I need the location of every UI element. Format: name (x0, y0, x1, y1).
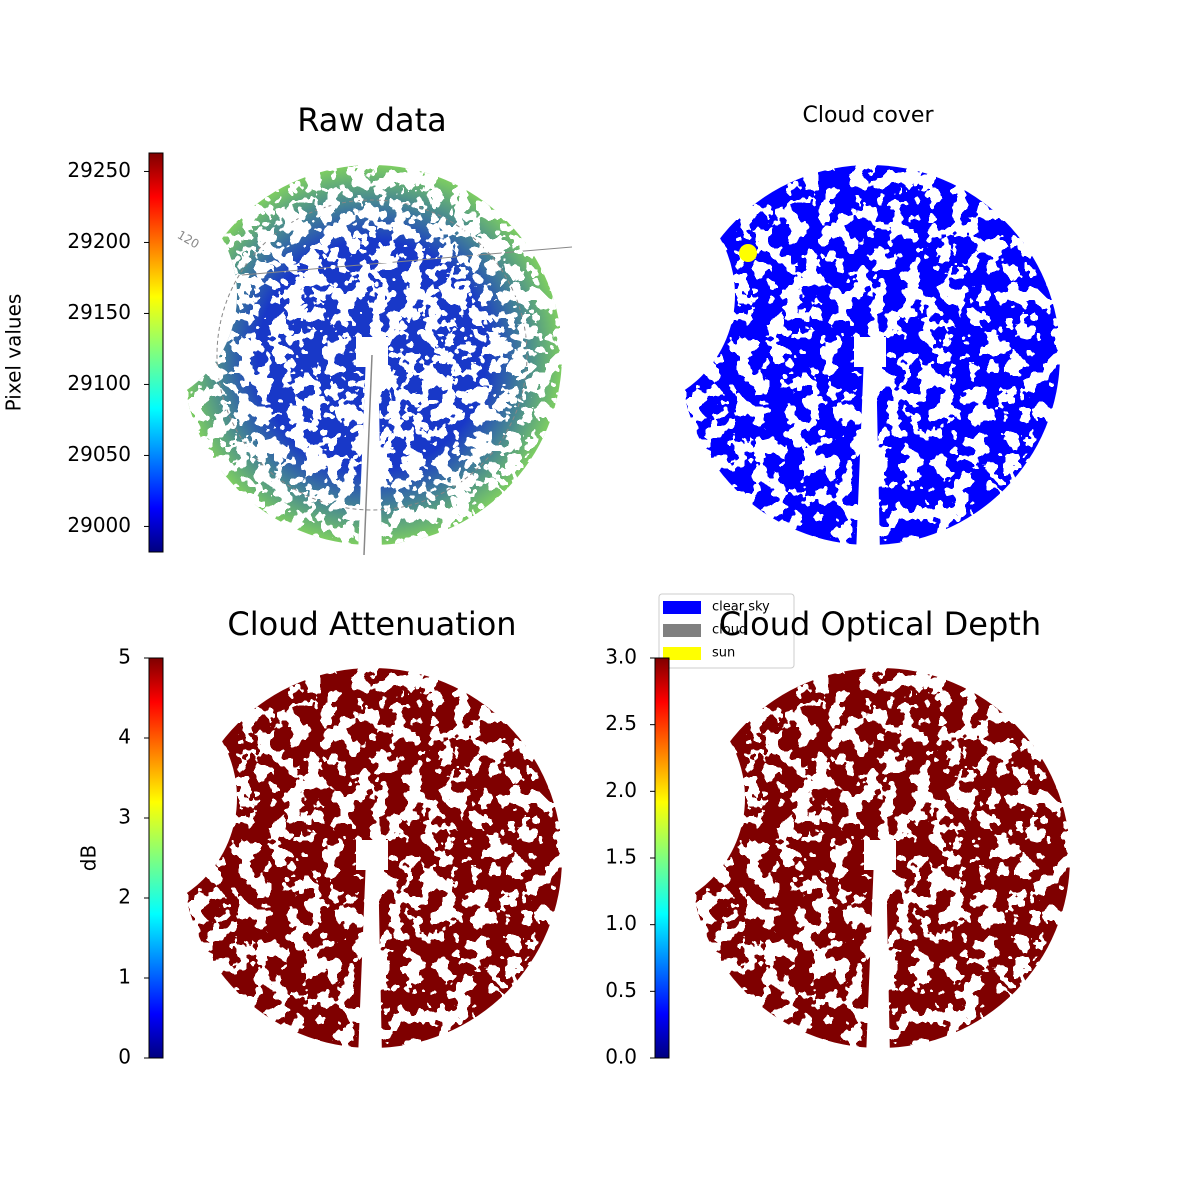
y-tick-label: 1.0 (605, 911, 637, 935)
y-axis-label: dB (77, 845, 101, 871)
image-green (172, 155, 572, 555)
y-tick-label: 1.5 (605, 845, 637, 869)
fill (670, 155, 1070, 555)
fill (172, 155, 572, 555)
colorbar (654, 657, 670, 1059)
y-tick-label: 29250 (67, 158, 131, 182)
legend-swatch (663, 601, 701, 614)
y-tick-label: 1 (118, 965, 131, 989)
image-gaps (172, 658, 572, 1058)
y-tick-label: 29200 (67, 229, 131, 253)
y-tick-label: 0 (118, 1045, 131, 1069)
panel-title: Cloud cover (803, 103, 935, 128)
legend-label: sun (712, 646, 735, 661)
sun-marker (739, 244, 757, 262)
sky-image (172, 658, 572, 1058)
y-tick-label: 29000 (67, 513, 131, 537)
panel-title: Raw data (297, 101, 447, 139)
panel-title: Cloud Attenuation (227, 605, 516, 643)
sky-image (670, 155, 1070, 555)
image-gaps (680, 658, 1080, 1058)
colorbar (148, 657, 164, 1059)
y-tick-label: 2.0 (605, 778, 637, 802)
y-tick-label: 4 (118, 725, 131, 749)
panel (172, 658, 572, 1058)
fill (680, 658, 1080, 1058)
y-tick-label: 0.5 (605, 978, 637, 1002)
image-green-speckle (172, 155, 572, 555)
panel-title: Cloud Optical Depth (719, 605, 1041, 643)
y-tick-label: 2.5 (605, 711, 637, 735)
panel (680, 658, 1080, 1058)
legend-swatch (663, 624, 701, 637)
image-clouds (670, 155, 1070, 555)
y-tick-label: 2 (118, 885, 131, 909)
y-tick-label: 3 (118, 805, 131, 829)
y-tick-label: 5 (118, 645, 131, 669)
y-tick-label: 29100 (67, 371, 131, 395)
panel (172, 155, 573, 556)
y-tick-label: 0.0 (605, 1045, 637, 1069)
y-tick-label: 29050 (67, 442, 131, 466)
legend-label: clear sky (712, 600, 770, 615)
sky-image (680, 658, 1080, 1058)
legend-label: cloud (712, 623, 747, 638)
fill (172, 658, 572, 1058)
y-axis-label: Pixel values (2, 294, 26, 412)
y-tick-label: 3.0 (605, 645, 637, 669)
colorbar (148, 152, 164, 553)
y-tick-label: 29150 (67, 300, 131, 324)
legend: clear sky cloud sun (658, 593, 795, 669)
panel (670, 155, 1070, 555)
legend-swatch (663, 647, 701, 660)
